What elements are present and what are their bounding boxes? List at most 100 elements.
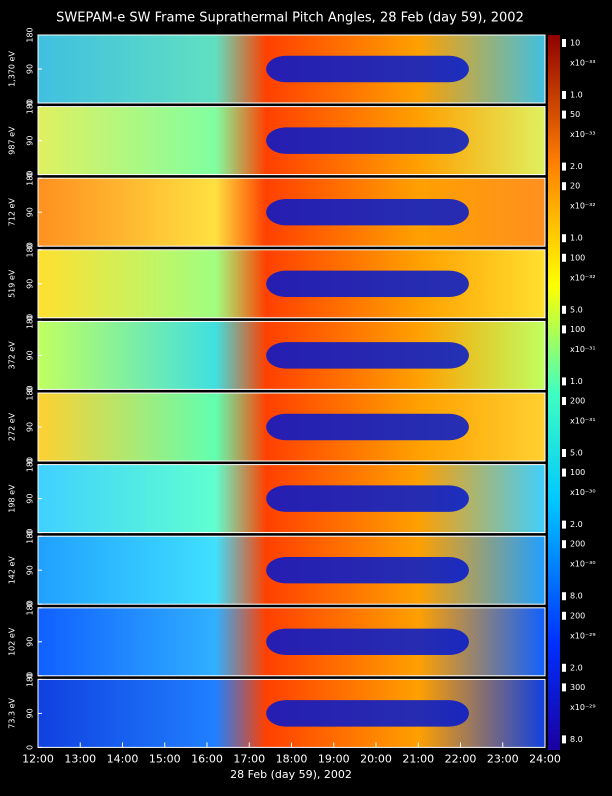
y-tick-label: 0 <box>26 244 35 249</box>
energy-label: 987 eV <box>8 126 17 155</box>
colorbar-tick <box>562 305 566 314</box>
colorbar-tick <box>562 253 566 262</box>
colorbar-tick-label: 2.0 <box>570 162 583 171</box>
y-tick-label: 180 <box>26 457 35 472</box>
colorbar-unit: x10⁻²⁹ <box>570 703 596 712</box>
y-tick-label: 90 <box>26 422 35 432</box>
colorbar-tick <box>562 592 566 601</box>
y-tick-label: 180 <box>26 171 35 186</box>
colorbar-unit: x10⁻³³ <box>570 59 596 68</box>
energy-label: 519 eV <box>8 269 17 298</box>
y-tick-label: 180 <box>26 600 35 615</box>
y-tick-label: 180 <box>26 672 35 687</box>
x-axis-label: 28 Feb (day 59), 2002 <box>230 768 352 781</box>
pitch-band <box>266 55 469 83</box>
pitch-band <box>266 556 469 584</box>
colorbar-tick-label: 1.0 <box>570 377 583 386</box>
colorbar-tick <box>562 91 566 99</box>
chart-title: SWEPAM-e SW Frame Suprathermal Pitch Ang… <box>56 11 524 26</box>
colorbar-tick <box>562 182 566 191</box>
colorbar-tick <box>562 397 566 405</box>
colorbar-tick <box>562 377 566 386</box>
colorbar-tick <box>562 39 566 47</box>
x-tick-label: 21:00 <box>402 752 434 765</box>
y-tick-label: 0 <box>26 458 35 463</box>
x-tick-label: 14:00 <box>107 752 139 765</box>
x-tick-label: 15:00 <box>149 752 181 765</box>
colorbar-tick-label: 20 <box>570 182 580 191</box>
energy-label: 712 eV <box>8 198 17 227</box>
y-tick-label: 90 <box>26 279 35 289</box>
colorbar <box>548 35 560 750</box>
x-tick-label: 17:00 <box>233 752 265 765</box>
colorbar-tick <box>562 540 566 549</box>
colorbar-tick <box>562 162 566 171</box>
colorbar-unit: x10⁻³² <box>570 202 596 211</box>
colorbar-tick <box>562 735 566 744</box>
y-tick-label: 0 <box>26 530 35 535</box>
colorbar-tick-label: 200 <box>570 611 585 620</box>
y-tick-label: 90 <box>26 136 35 146</box>
x-tick-label: 20:00 <box>360 752 392 765</box>
colorbar-tick-label: 5.0 <box>570 305 583 314</box>
energy-label: 272 eV <box>8 412 17 441</box>
x-tick-label: 18:00 <box>276 752 308 765</box>
x-tick-label: 13:00 <box>64 752 96 765</box>
y-tick-label: 180 <box>26 99 35 114</box>
y-tick-label: 0 <box>26 387 35 392</box>
colorbar-unit: x10⁻³¹ <box>570 345 596 354</box>
colorbar-tick-label: 2.0 <box>570 520 583 529</box>
x-tick-label: 22:00 <box>445 752 477 765</box>
colorbar-tick-label: 1.0 <box>570 91 583 100</box>
y-tick-label: 90 <box>26 350 35 360</box>
y-tick-label: 180 <box>26 385 35 400</box>
colorbar-tick <box>562 110 566 119</box>
colorbar-tick-label: 8.0 <box>570 735 583 744</box>
y-tick-label: 0 <box>26 172 35 177</box>
colorbar-tick-label: 200 <box>570 540 585 549</box>
y-tick-label: 90 <box>26 637 35 647</box>
y-tick-label: 0 <box>26 100 35 105</box>
energy-label: 102 eV <box>8 627 17 656</box>
pitch-band <box>266 485 469 512</box>
colorbar-tick-label: 200 <box>570 397 585 406</box>
colorbar-tick-label: 2.0 <box>570 663 583 672</box>
colorbar-tick-label: 8.0 <box>570 592 583 601</box>
pitch-band <box>266 127 469 154</box>
colorbar-unit: x10⁻³¹ <box>570 417 596 426</box>
colorbar-tick <box>562 234 566 243</box>
y-tick-label: 180 <box>26 27 35 42</box>
pitch-band <box>266 270 469 298</box>
y-tick-label: 90 <box>26 565 35 575</box>
y-tick-label: 180 <box>26 314 35 329</box>
colorbar-unit: x10⁻³⁰ <box>570 488 596 497</box>
energy-label: 198 eV <box>8 484 17 513</box>
y-tick-label: 180 <box>26 529 35 544</box>
colorbar-unit: x10⁻³³ <box>570 130 596 139</box>
colorbar-unit: x10⁻³² <box>570 273 596 282</box>
colorbar-unit: x10⁻³⁰ <box>570 560 596 569</box>
y-tick-label: 0 <box>26 602 35 607</box>
y-tick-label: 0 <box>26 673 35 678</box>
pitch-band <box>266 342 469 369</box>
colorbar-tick <box>562 468 566 477</box>
pitch-band <box>266 628 469 656</box>
colorbar-tick <box>562 520 566 529</box>
colorbar-tick-label: 300 <box>570 683 585 692</box>
y-tick-label: 90 <box>26 64 35 74</box>
pitch-band <box>266 700 469 727</box>
energy-label: 73.3 eV <box>8 697 17 728</box>
y-tick-label: 0 <box>26 315 35 320</box>
energy-label: 142 eV <box>8 556 17 585</box>
y-tick-label: 180 <box>26 242 35 257</box>
colorbar-unit: x10⁻²⁹ <box>570 631 596 640</box>
pitch-band <box>266 198 469 226</box>
colorbar-tick <box>562 611 566 620</box>
pitch-band <box>266 413 469 441</box>
x-tick-label: 12:00 <box>22 752 54 765</box>
x-tick-label: 16:00 <box>191 752 223 765</box>
colorbar-tick-label: 100 <box>570 468 585 477</box>
colorbar-tick <box>562 683 566 692</box>
colorbar-tick-label: 100 <box>570 253 585 262</box>
